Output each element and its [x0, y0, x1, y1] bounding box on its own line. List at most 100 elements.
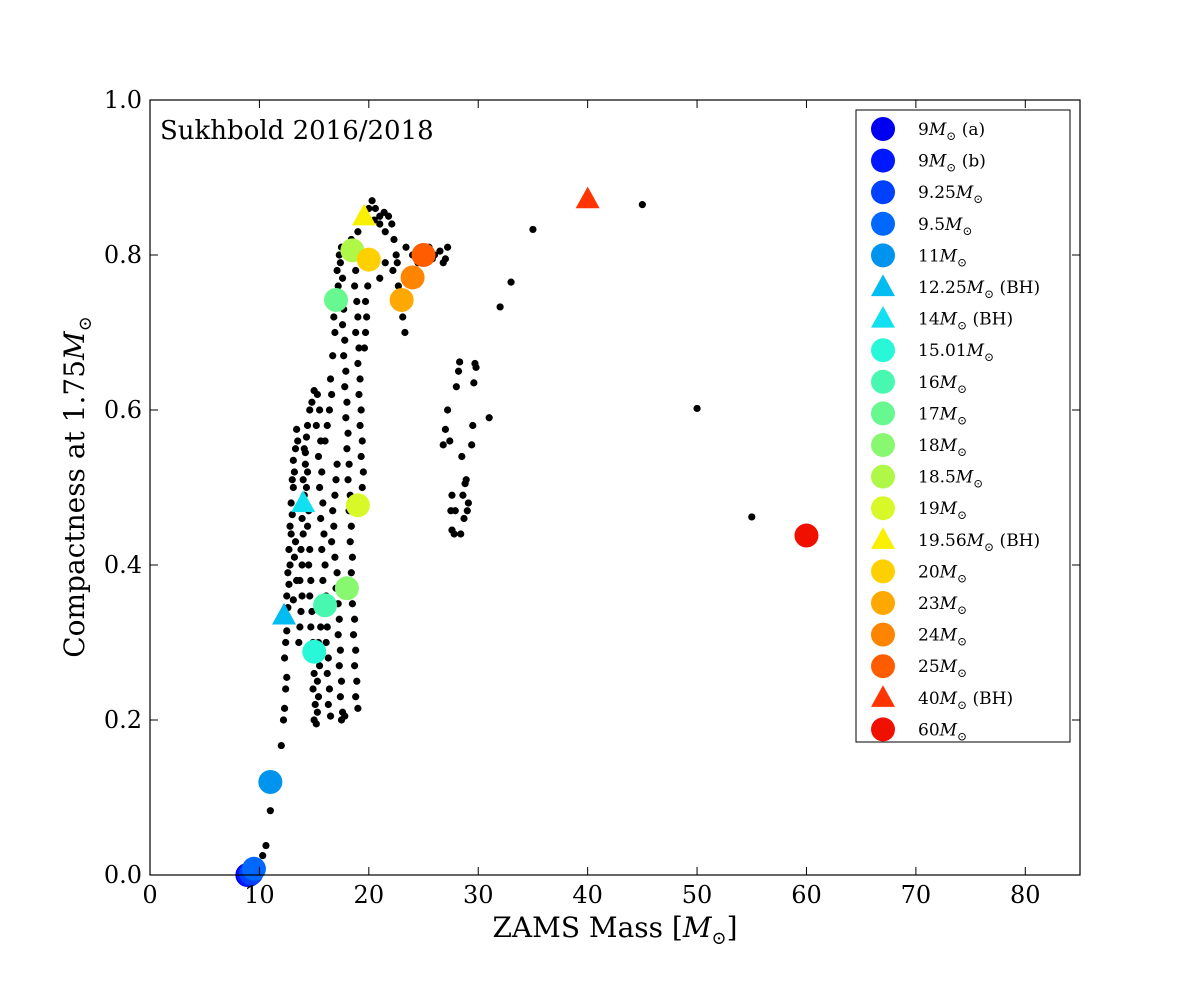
legend-entry: 15.01M⊙ [918, 341, 994, 364]
legend-mass: 11 [918, 246, 940, 266]
model-point [457, 530, 465, 538]
legend-sub: ⊙ [957, 666, 967, 680]
legend-mass: 9 [918, 152, 929, 172]
model-point [307, 623, 315, 631]
model-point [338, 274, 347, 282]
model-point [357, 406, 365, 414]
legend-sub: ⊙ [957, 635, 967, 649]
model-point [297, 607, 305, 616]
model-point [289, 483, 297, 492]
model-point [329, 352, 337, 360]
model-point [308, 607, 316, 616]
y-axis-label: Compactness at 1.75M⊙ [58, 316, 96, 658]
model-point [349, 631, 358, 639]
model-point [325, 685, 334, 693]
model-marker-40 [575, 186, 600, 209]
model-point [693, 404, 701, 413]
legend-sub: ⊙ [984, 287, 994, 301]
model-point [299, 530, 307, 538]
legend-entry: 20M⊙ [918, 562, 967, 585]
legend-sub: ⊙ [957, 413, 967, 427]
legend-entry: 18M⊙ [918, 436, 967, 459]
model-point [436, 247, 444, 255]
legend-marker [871, 559, 895, 584]
model-point [331, 491, 339, 499]
legend-marker [871, 117, 895, 141]
model-point [289, 596, 297, 604]
plot-frame [149, 99, 1081, 876]
legend-marker [871, 433, 895, 457]
legend-mass: 18.5 [918, 468, 956, 488]
model-point [330, 522, 338, 530]
model-point [363, 313, 371, 321]
x-tick-label: 50 [682, 881, 713, 909]
model-point [286, 561, 294, 569]
model-point [352, 328, 360, 337]
model-point [308, 398, 316, 406]
model-point [285, 580, 293, 588]
y-tick-label: 0.2 [104, 706, 142, 734]
model-point [283, 673, 291, 681]
x-axis-label-sub: ⊙ [712, 928, 727, 949]
model-point [352, 693, 360, 701]
legend-entry: 12.25M⊙ (BH) [918, 278, 1040, 301]
model-point [299, 476, 307, 484]
model-point [323, 669, 331, 678]
model-point [361, 297, 370, 306]
model-point [262, 841, 270, 850]
legend-mass: 40 [918, 689, 940, 709]
model-point [313, 677, 321, 685]
legend-entry: 60M⊙ [918, 720, 967, 743]
legend-unit: M [939, 626, 958, 646]
model-point [342, 414, 350, 422]
legend-entry: 19M⊙ [918, 499, 967, 522]
model-point [343, 445, 351, 453]
model-point [284, 569, 292, 577]
legend-sub: ⊙ [957, 603, 967, 617]
legend: 9M⊙ (a)9M⊙ (b)9.25M⊙9.5M⊙11M⊙12.25M⊙ (BH… [855, 109, 1071, 743]
legend-marker [871, 338, 895, 363]
legend-unit: M [939, 310, 958, 330]
model-point [324, 700, 332, 709]
model-point [353, 677, 361, 685]
model-point [529, 225, 537, 234]
model-point [452, 383, 460, 391]
model-point [448, 491, 456, 499]
model-point [303, 468, 312, 476]
model-point [306, 592, 314, 600]
model-point [364, 282, 372, 290]
model-point [301, 460, 309, 468]
model-point [354, 313, 362, 321]
model-point [462, 476, 470, 484]
model-point [291, 445, 300, 453]
model-point [381, 228, 389, 236]
model-point [371, 204, 379, 213]
model-point [298, 514, 306, 523]
x-axis-label: ZAMS Mass [M⊙] [492, 911, 737, 949]
model-point [352, 266, 360, 275]
legend-unit: M [939, 404, 958, 424]
legend-sub: ⊙ [946, 161, 956, 175]
legend-unit: M [944, 215, 963, 235]
model-point [348, 600, 357, 608]
legend-mass: 24 [918, 626, 940, 646]
model-point [368, 197, 376, 205]
model-point [291, 538, 300, 546]
model-point [336, 693, 344, 701]
model-point [338, 321, 347, 329]
model-point [345, 460, 353, 468]
model-point [470, 379, 478, 387]
legend-marker [871, 591, 895, 615]
model-point [357, 452, 365, 461]
legend-marker [871, 654, 895, 679]
model-point [287, 499, 295, 507]
legend-mass: 9 [918, 120, 929, 140]
model-point [314, 693, 323, 701]
legend-marker [871, 527, 895, 549]
x-tick-label: 30 [463, 881, 494, 909]
model-point [358, 437, 366, 445]
model-point [334, 282, 342, 290]
model-point [468, 441, 476, 449]
model-point [282, 685, 290, 693]
model-point [315, 406, 324, 414]
